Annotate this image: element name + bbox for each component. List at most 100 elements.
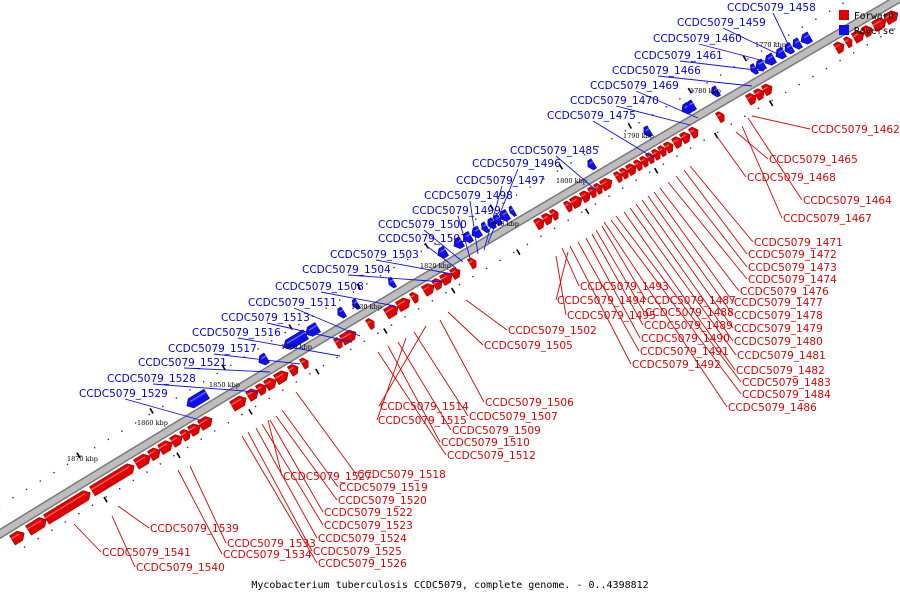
- forward-gene-label: CCDC5079_1506: [485, 397, 574, 409]
- minor-tick: [37, 537, 39, 540]
- forward-leader-line: [595, 229, 645, 313]
- reverse-gene-label: CCDC5079_1469: [590, 80, 679, 92]
- forward-gene-label: CCDC5079_1523: [324, 520, 413, 532]
- forward-leader-line: [610, 219, 742, 395]
- forward-gene-label: CCDC5079_1510: [441, 437, 530, 449]
- minor-tick: [230, 364, 232, 367]
- forward-leader-line: [267, 419, 283, 477]
- reverse-gene-label: CCDC5079_1497: [456, 175, 545, 187]
- gene-highlight: [396, 300, 406, 307]
- forward-gene-label: CCDC5079_1509: [452, 425, 541, 437]
- major-tick: [451, 287, 456, 294]
- forward-leader-line: [376, 337, 407, 421]
- forward-gene-label: CCDC5079_1480: [734, 336, 823, 348]
- forward-gene-label: CCDC5079_1468: [747, 172, 836, 184]
- forward-gene-label: CCDC5079_1484: [742, 389, 831, 401]
- minor-tick: [608, 195, 610, 197]
- kbp-tick-label: 1830 kbp: [351, 303, 382, 311]
- forward-leader-line: [413, 331, 469, 417]
- forward-leader-line: [117, 505, 150, 529]
- minor-tick: [295, 381, 298, 383]
- gene-highlight: [640, 158, 645, 162]
- minor-tick: [798, 83, 801, 86]
- gene-highlight: [158, 443, 168, 449]
- minor-tick: [390, 324, 393, 326]
- minor-tick: [64, 521, 67, 523]
- minor-tick: [540, 235, 542, 238]
- gene-highlight: [26, 519, 42, 530]
- reverse-gene-19: [453, 236, 466, 249]
- minor-tick: [543, 178, 545, 180]
- forward-gene-label: CCDC5079_1486: [728, 402, 817, 414]
- gene-highlight: [256, 385, 262, 390]
- genome-caption: Mycobacterium tuberculosis CCDC5079, com…: [251, 580, 648, 591]
- gene-highlight: [652, 151, 657, 155]
- minor-tick: [91, 504, 94, 507]
- forward-leader-line: [741, 125, 783, 219]
- forward-gene-37: [394, 297, 411, 313]
- reverse-leader-line: [183, 367, 271, 373]
- minor-tick: [148, 413, 150, 416]
- major-tick: [176, 452, 181, 459]
- minor-tick: [78, 512, 80, 515]
- forward-gene-6: [744, 92, 757, 106]
- forward-gene-39: [364, 318, 375, 331]
- forward-gene-2: [850, 30, 865, 44]
- forward-leader-line: [73, 523, 102, 553]
- minor-tick: [105, 496, 107, 498]
- gene-highlight: [672, 139, 678, 143]
- minor-tick: [594, 203, 597, 205]
- forward-gene-20: [618, 167, 629, 180]
- gene-highlight: [288, 366, 294, 371]
- gene-highlight: [834, 44, 840, 49]
- kbp-tick-label: 1840 kbp: [281, 343, 312, 351]
- minor-tick: [352, 291, 355, 293]
- reverse-gene-10: [643, 125, 654, 138]
- forward-leader-line: [675, 175, 748, 268]
- minor-tick: [447, 234, 450, 237]
- minor-tick: [23, 546, 26, 548]
- reverse-gene-label: CCDC5079_1459: [677, 17, 766, 29]
- forward-gene-19: [624, 163, 637, 177]
- gene-highlight: [620, 170, 625, 174]
- forward-gene-1: [842, 36, 853, 49]
- forward-gene-label: CCDC5079_1541: [102, 547, 191, 559]
- reverse-gene-27: [186, 388, 210, 409]
- reverse-gene-label: CCDC5079_1513: [221, 312, 310, 324]
- forward-leader-line: [377, 351, 447, 456]
- forward-leader-line: [659, 187, 740, 292]
- forward-gene-label: CCDC5079_1478: [734, 310, 823, 322]
- gene-highlight: [339, 309, 344, 313]
- forward-gene-57: [43, 490, 91, 525]
- reverse-gene-label: CCDC5079_1503: [330, 249, 419, 261]
- forward-gene-label: CCDC5079_1534: [223, 549, 312, 561]
- major-tick: [76, 452, 81, 459]
- gene-highlight: [440, 275, 448, 280]
- kbp-tick-label: 1860 kbp: [137, 419, 168, 427]
- major-tick: [627, 122, 632, 129]
- kbp-tick-label: 1850 kbp: [209, 381, 240, 389]
- minor-tick: [719, 74, 722, 76]
- reverse-gene-9: [687, 99, 698, 112]
- reverse-gene-label: CCDC5079_1498: [424, 190, 513, 202]
- minor-tick: [417, 308, 420, 310]
- reverse-leader-line: [635, 90, 699, 119]
- forward-gene-42: [298, 357, 309, 370]
- gene-highlight: [468, 260, 473, 264]
- minor-tick: [488, 210, 491, 212]
- gene-highlight: [510, 208, 514, 211]
- reverse-gene-label: CCDC5079_1511: [248, 297, 337, 309]
- kbp-tick-label: 1870 kbp: [67, 455, 98, 463]
- forward-gene-14: [656, 145, 667, 158]
- gene-highlight: [862, 27, 868, 32]
- forward-leader-line: [447, 311, 484, 346]
- forward-gene-46: [254, 383, 267, 396]
- kbp-tick-label: 1780 kbp: [690, 87, 721, 95]
- reverse-leader-line: [615, 105, 691, 126]
- major-tick: [742, 55, 748, 62]
- minor-tick: [366, 283, 368, 285]
- forward-gene-label: CCDC5079_1495: [567, 310, 656, 322]
- reverse-gene-25: [283, 329, 310, 350]
- gene-highlight: [440, 248, 446, 253]
- minor-tick: [624, 130, 627, 132]
